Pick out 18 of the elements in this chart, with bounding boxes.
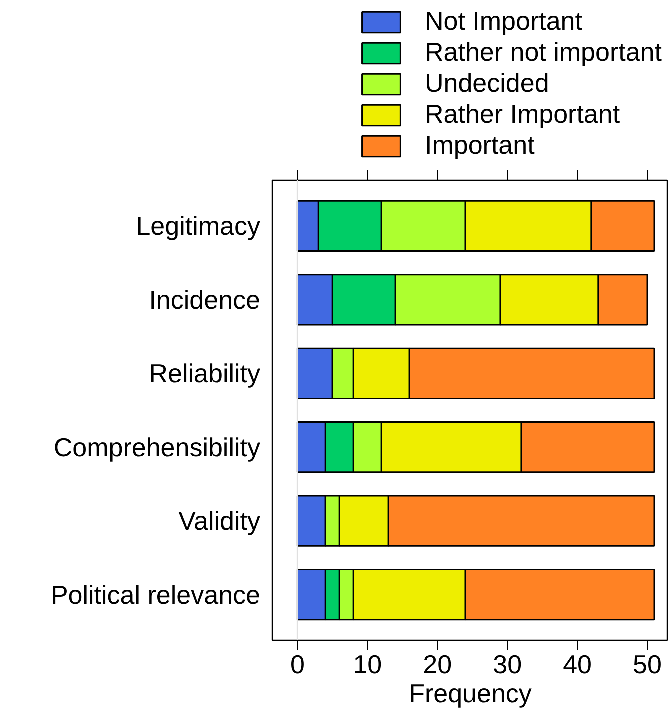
y-tick-label: Reliability (149, 358, 261, 389)
y-tick-label: Political relevance (50, 580, 261, 610)
x-tick-label: 0 (290, 650, 305, 680)
legend-label: Important (424, 130, 535, 161)
x-tick-label: 10 (353, 650, 382, 680)
y-tick-label: Incidence (149, 284, 261, 315)
x-tick-label: 30 (493, 650, 522, 680)
x-tick-label: 50 (633, 650, 662, 680)
y-tick-label: Legitimacy (136, 211, 261, 242)
y-tick-label: Validity (178, 506, 261, 536)
legend-label: Not Important (424, 6, 582, 37)
legend-label: Undecided (424, 68, 550, 99)
legend-label: Rather Important (424, 99, 620, 130)
legend-label: Rather not important (424, 37, 662, 68)
y-tick-label: Comprehensibility (54, 432, 261, 462)
x-tick-label: 20 (423, 650, 452, 680)
x-axis-title: Frequency (409, 678, 532, 708)
x-tick-label: 40 (563, 650, 592, 680)
